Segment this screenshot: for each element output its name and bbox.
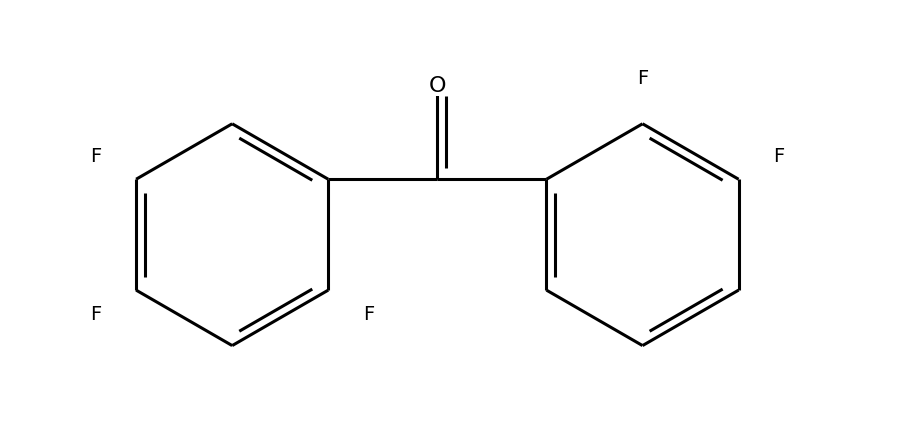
Text: F: F — [90, 147, 102, 166]
Text: O: O — [429, 76, 446, 96]
Text: F: F — [637, 69, 648, 87]
Text: F: F — [90, 304, 102, 323]
Text: F: F — [363, 304, 374, 323]
Text: F: F — [774, 147, 785, 166]
